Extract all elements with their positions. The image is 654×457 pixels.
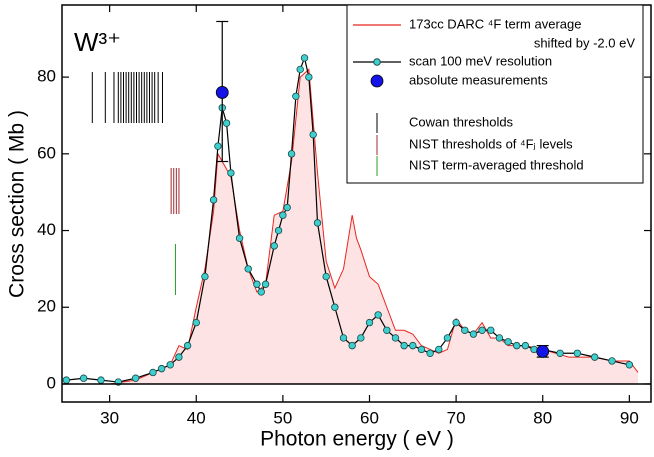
- legend-box: [346, 4, 644, 184]
- scan-point: [287, 150, 296, 158]
- scan-point: [348, 341, 356, 350]
- scan-point: [391, 334, 400, 342]
- y-tick-label: 0: [47, 373, 56, 392]
- measurement-point: [215, 86, 229, 99]
- x-tick-label: 90: [620, 408, 639, 427]
- scan-point: [365, 318, 374, 327]
- scan-point: [426, 349, 434, 357]
- scan-point: [309, 130, 317, 139]
- scan-point: [214, 142, 222, 150]
- y-tick-label: 20: [37, 297, 56, 316]
- scan-point: [131, 374, 140, 382]
- scan-point: [149, 368, 157, 377]
- scan-point: [461, 326, 469, 334]
- scan-point: [495, 334, 504, 342]
- scan-point: [175, 353, 183, 361]
- scan-point: [513, 341, 521, 350]
- x-tick-label: 70: [447, 408, 466, 427]
- x-axis-title: Photon energy ( eV ): [260, 428, 454, 451]
- y-axis-title: Cross section ( Mb ): [6, 110, 29, 298]
- legend-swatch: [370, 74, 384, 88]
- scan-point: [521, 341, 530, 350]
- scan-point: [435, 345, 443, 354]
- scan-point: [452, 318, 460, 327]
- scan-point: [357, 334, 365, 342]
- legend-label: absolute measurements: [409, 72, 548, 87]
- scan-point: [313, 219, 322, 227]
- scan-line: [66, 55, 630, 383]
- scan-point: [192, 318, 200, 327]
- scan-point: [608, 357, 616, 365]
- scan-point: [417, 345, 426, 354]
- legend-label: Cowan thresholds: [409, 114, 514, 129]
- scan-point: [157, 364, 166, 373]
- scan-point: [478, 326, 486, 334]
- scan-point: [222, 119, 231, 127]
- scan-point: [322, 272, 330, 281]
- scan-point: [374, 311, 382, 319]
- scan-point: [244, 265, 252, 273]
- scan-point: [625, 361, 634, 369]
- annotation: W³⁺: [74, 27, 121, 57]
- y-tick-label: 40: [37, 220, 56, 239]
- scan-point: [209, 196, 218, 204]
- legend-label: scan 100 meV resolution: [409, 53, 552, 68]
- y-tick-label: 80: [37, 67, 56, 86]
- legend-label: NIST term-averaged threshold: [409, 157, 584, 172]
- x-tick-label: 40: [187, 408, 206, 427]
- scan-point: [279, 211, 287, 219]
- scan-point: [487, 326, 495, 334]
- scan-point: [201, 272, 209, 281]
- x-tick-label: 50: [273, 408, 292, 427]
- scan-point: [283, 203, 291, 212]
- scan-point: [292, 92, 300, 100]
- scan-point: [443, 334, 452, 342]
- scan-point: [227, 169, 235, 177]
- scan-point: [235, 234, 244, 242]
- legend-label: shifted by -2.0 eV: [534, 35, 635, 50]
- plot-area: [62, 20, 639, 386]
- scan-point: [257, 288, 265, 296]
- scan-point: [97, 376, 105, 384]
- legend-label: 173cc DARC ⁴F term average: [409, 16, 581, 31]
- scan-point: [270, 242, 278, 250]
- scan-point: [556, 349, 564, 357]
- scan-point: [573, 349, 582, 357]
- scan-point: [300, 54, 309, 62]
- scan-point: [62, 376, 71, 384]
- x-tick-label: 80: [533, 408, 552, 427]
- scan-point: [400, 341, 408, 350]
- scan-point: [504, 338, 512, 346]
- y-tick-label: 60: [37, 143, 56, 162]
- scan-point: [469, 330, 478, 338]
- scan-point: [590, 353, 599, 361]
- scan-point: [383, 326, 391, 334]
- scan-point: [409, 341, 417, 350]
- x-tick-label: 60: [360, 408, 379, 427]
- scan-point: [296, 65, 304, 74]
- scan-point: [253, 280, 261, 288]
- measurement-point: [536, 344, 550, 358]
- scan-point: [331, 303, 339, 311]
- scan-point: [261, 280, 270, 288]
- scan-point: [166, 361, 174, 369]
- scan-point: [274, 226, 283, 235]
- scan-point: [79, 374, 88, 382]
- theory-area: [66, 69, 639, 384]
- scan-point: [305, 73, 313, 81]
- legend-swatch: [373, 58, 381, 66]
- scan-point: [339, 334, 348, 342]
- scan-point: [183, 341, 192, 350]
- x-tick-label: 30: [100, 408, 119, 427]
- legend-label: NIST thresholds of ⁴Fⱼ levels: [409, 136, 573, 151]
